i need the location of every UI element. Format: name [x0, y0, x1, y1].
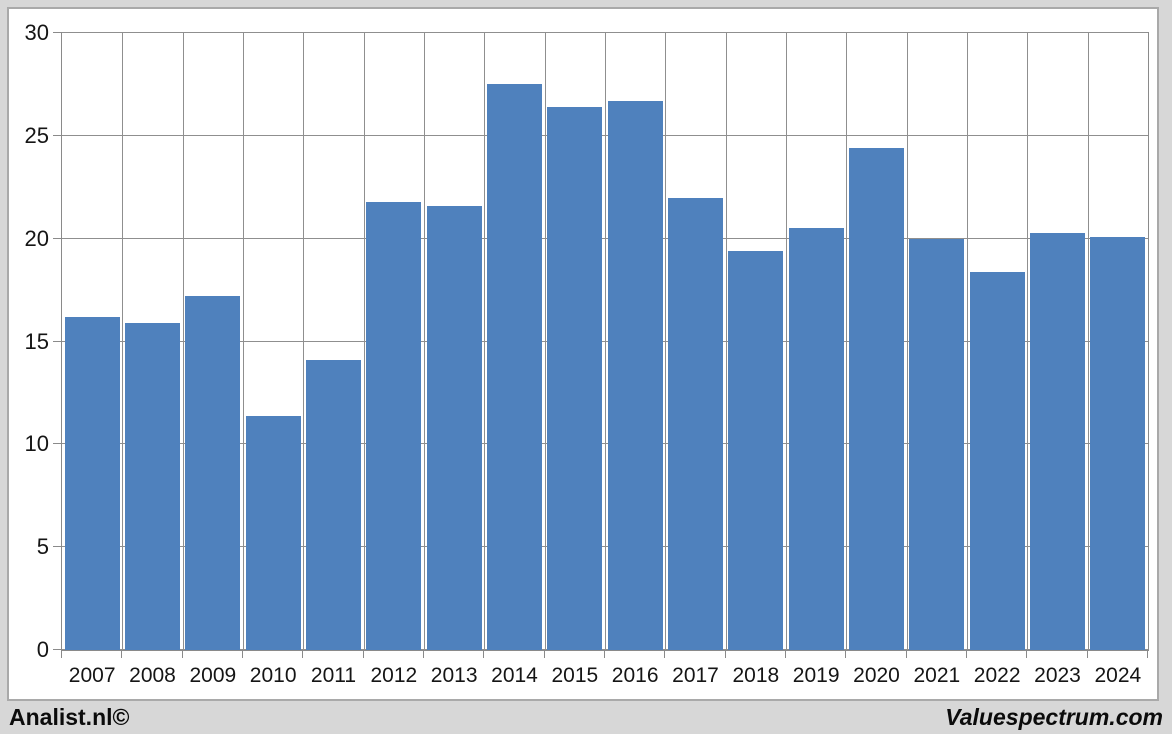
- bar-2017: [668, 197, 723, 650]
- gridline-vertical: [363, 33, 365, 650]
- y-axis-tick: [53, 238, 61, 239]
- y-tick-label: 30: [24, 20, 49, 45]
- x-tick-label: 2023: [1034, 664, 1081, 687]
- gridline-vertical: [1027, 33, 1029, 650]
- x-axis-tick: [182, 650, 183, 658]
- x-axis-tick: [302, 650, 303, 658]
- x-axis-tick: [242, 650, 243, 658]
- x-tick-label: 2020: [853, 664, 900, 687]
- gridline-vertical: [786, 33, 787, 650]
- x-tick-label: 2017: [672, 664, 719, 687]
- y-tick-label: 5: [36, 534, 49, 560]
- x-tick-label: 2008: [129, 664, 176, 687]
- x-axis-tick: [906, 650, 907, 658]
- analist-brand-label: Analist.nl©: [9, 704, 130, 730]
- bar-2007: [64, 316, 120, 650]
- gridline-vertical: [303, 33, 305, 650]
- x-axis-tick: [544, 650, 545, 658]
- y-tick-label: 15: [24, 328, 49, 354]
- x-axis-tick: [604, 650, 605, 658]
- x-axis-tick: [483, 650, 484, 658]
- x-axis-tick: [725, 650, 726, 658]
- y-axis-tick: [53, 135, 61, 136]
- gridline-vertical: [424, 33, 425, 650]
- chart-panel: 0 5 10 15 20 25 30 2007 2008 2009 2010 2011 2012 201…: [7, 7, 1159, 701]
- bar-2014: [487, 84, 542, 650]
- gridline-vertical: [182, 33, 184, 650]
- x-axis-tick: [1147, 650, 1148, 658]
- bar-2024: [1090, 236, 1146, 650]
- x-tick-label: 2016: [611, 664, 659, 687]
- gridline-vertical: [243, 33, 244, 650]
- x-tick-label: 2011: [310, 664, 357, 687]
- x-axis-tick: [61, 650, 62, 658]
- bar-2015: [547, 107, 603, 650]
- bar-2009: [185, 296, 241, 650]
- x-axis-tick: [1087, 650, 1088, 658]
- bar-2012: [366, 201, 422, 650]
- x-axis-tick: [121, 650, 122, 658]
- x-tick-label: 2022: [973, 664, 1021, 687]
- x-tick-label: 2013: [430, 664, 478, 687]
- bar-2008: [125, 323, 180, 650]
- gridline-vertical: [967, 33, 968, 650]
- y-tick-label: 10: [24, 431, 49, 457]
- x-axis-tick: [845, 650, 846, 658]
- gridline-vertical: [846, 33, 848, 650]
- x-axis-tick: [785, 650, 786, 658]
- bar-2021: [909, 238, 965, 650]
- x-tick-label: 2012: [370, 664, 418, 687]
- x-tick-label: 2010: [249, 664, 297, 687]
- bar-2022: [969, 271, 1025, 650]
- bar-2018: [728, 251, 784, 650]
- footer-bar: Analist.nl© Valuespectrum.com: [7, 701, 1165, 734]
- y-tick-label: 20: [24, 225, 49, 251]
- x-tick-label: 2007: [68, 664, 116, 687]
- gridline-vertical: [665, 33, 667, 650]
- gridline-horizontal: [62, 32, 1148, 33]
- x-tick-label: 2019: [792, 664, 840, 687]
- x-tick-label: 2014: [491, 664, 538, 687]
- y-axis-tick: [53, 341, 61, 342]
- x-axis-tick: [966, 650, 967, 658]
- y-tick-label: 25: [24, 122, 49, 148]
- x-tick-label: 2018: [732, 664, 780, 687]
- bar-2016: [607, 100, 663, 650]
- gridline-vertical: [544, 33, 546, 650]
- y-axis-tick: [53, 649, 61, 650]
- y-tick-label: 0: [36, 637, 49, 662]
- x-axis-tick: [664, 650, 665, 658]
- gridline-vertical: [484, 33, 486, 650]
- x-tick-label: 2021: [913, 664, 961, 687]
- plot-area: [61, 32, 1149, 651]
- gridline-vertical: [1087, 33, 1089, 650]
- y-axis-tick: [53, 546, 61, 547]
- bar-2020: [849, 148, 904, 650]
- bar-2010: [245, 415, 301, 650]
- x-tick-label: 2015: [551, 664, 599, 687]
- valuespectrum-brand-label: Valuespectrum.com: [945, 704, 1163, 730]
- gridline-vertical: [122, 33, 124, 650]
- x-axis-tick: [363, 650, 364, 658]
- bar-2013: [426, 205, 482, 650]
- gridline-vertical: [725, 33, 727, 650]
- bar-2023: [1030, 232, 1085, 650]
- bar-2011: [306, 360, 361, 650]
- x-tick-label: 2024: [1094, 664, 1142, 687]
- y-axis-tick: [53, 32, 61, 33]
- bar-2019: [788, 228, 844, 650]
- y-axis-tick: [53, 443, 61, 444]
- x-axis-tick: [1026, 650, 1027, 658]
- x-axis-tick: [423, 650, 424, 658]
- gridline-vertical: [605, 33, 606, 650]
- x-tick-label: 2009: [189, 664, 237, 687]
- gridline-vertical: [906, 33, 908, 650]
